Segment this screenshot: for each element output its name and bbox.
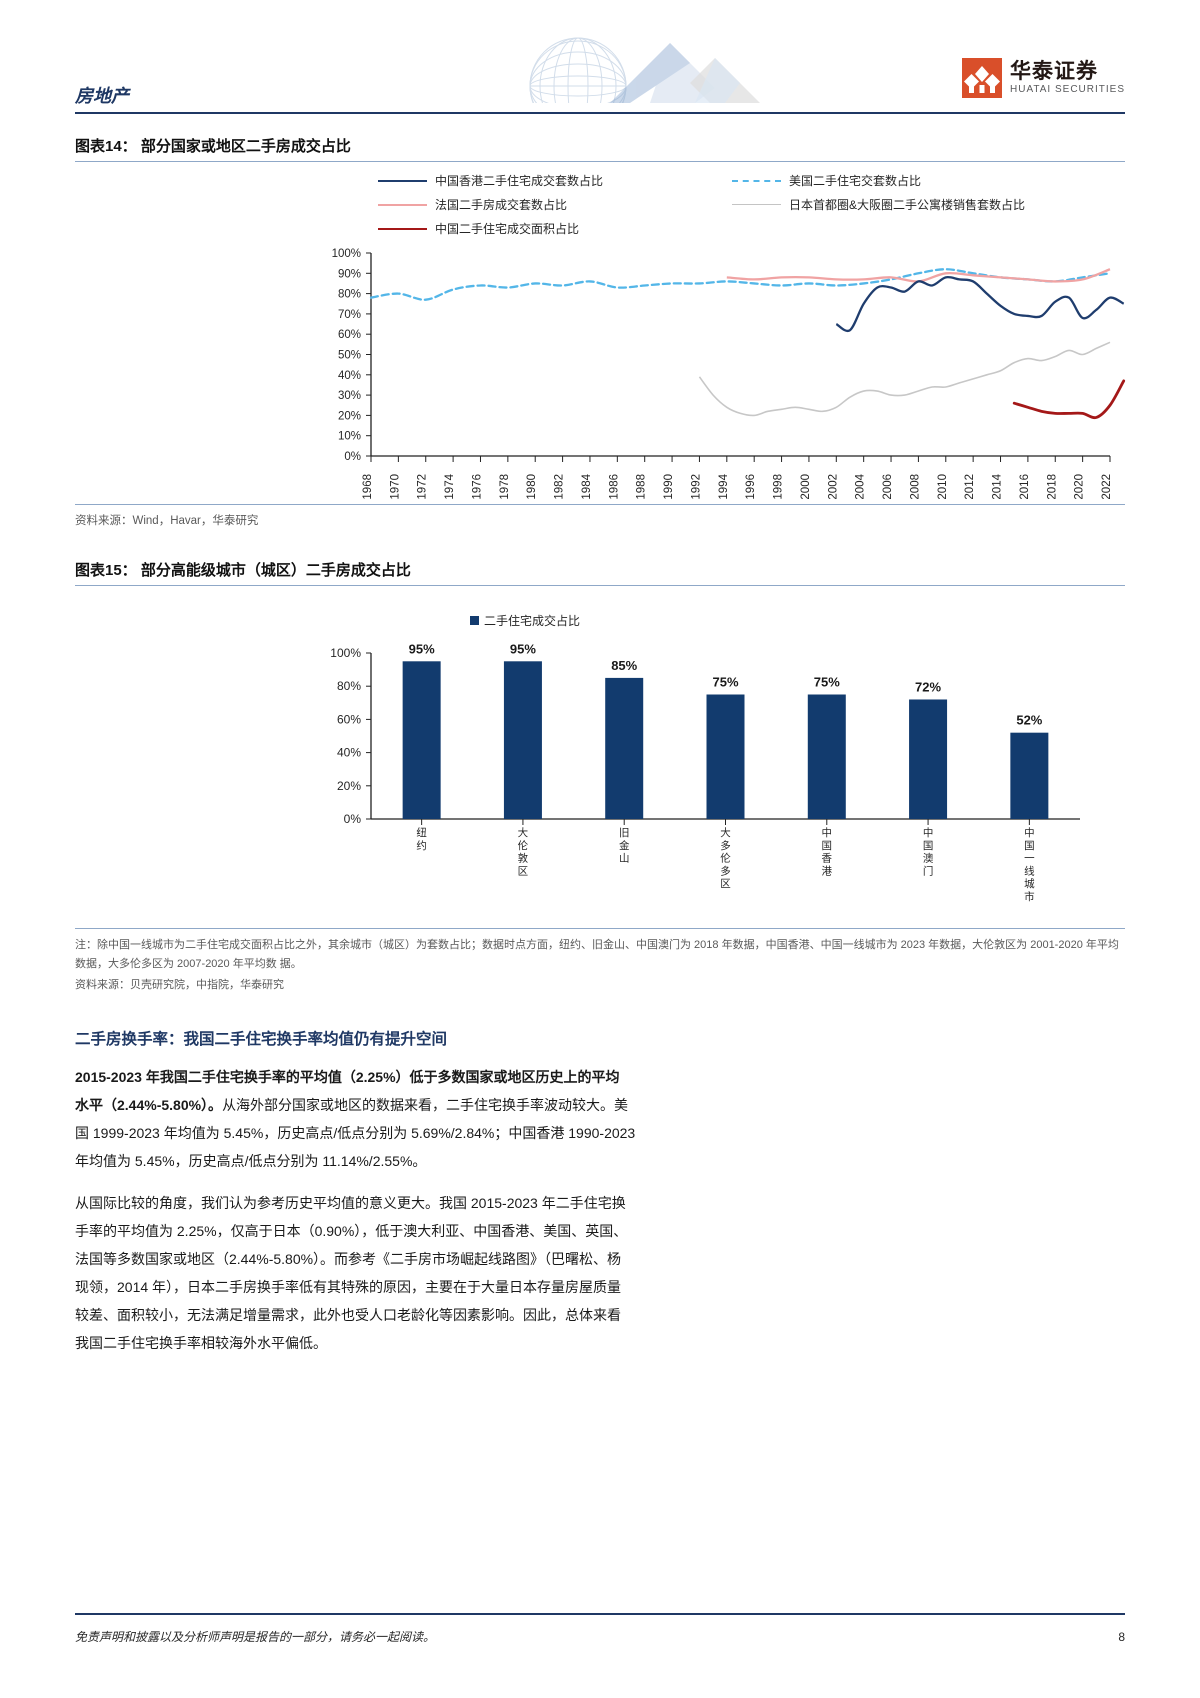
svg-text:市: 市: [1024, 890, 1035, 903]
svg-text:40%: 40%: [338, 370, 361, 382]
svg-text:85%: 85%: [611, 658, 637, 673]
svg-text:70%: 70%: [338, 309, 361, 321]
svg-text:2020: 2020: [1074, 474, 1086, 500]
svg-text:100%: 100%: [330, 646, 361, 660]
svg-text:一: 一: [1024, 853, 1035, 865]
svg-text:纽: 纽: [416, 826, 427, 839]
svg-text:2006: 2006: [882, 474, 894, 500]
svg-text:港: 港: [822, 865, 833, 877]
svg-text:80%: 80%: [338, 289, 361, 301]
svg-text:0%: 0%: [344, 812, 362, 826]
svg-text:20%: 20%: [338, 410, 361, 422]
svg-text:1972: 1972: [417, 474, 429, 500]
svg-text:1968: 1968: [362, 474, 374, 500]
svg-text:100%: 100%: [332, 248, 361, 260]
svg-text:1970: 1970: [389, 474, 401, 500]
svg-text:1988: 1988: [636, 474, 648, 500]
svg-text:约: 约: [416, 839, 427, 852]
svg-text:30%: 30%: [338, 390, 361, 402]
svg-text:75%: 75%: [712, 675, 738, 690]
svg-text:2010: 2010: [937, 474, 949, 500]
svg-text:40%: 40%: [337, 746, 361, 760]
svg-text:中: 中: [822, 826, 833, 839]
svg-text:1994: 1994: [718, 473, 730, 499]
svg-text:1982: 1982: [554, 474, 566, 500]
svg-text:线: 线: [1024, 864, 1035, 877]
svg-text:区: 区: [518, 865, 529, 877]
svg-text:90%: 90%: [338, 268, 361, 280]
svg-text:区: 区: [720, 878, 731, 890]
svg-text:72%: 72%: [915, 679, 941, 694]
svg-text:多: 多: [720, 839, 731, 852]
svg-text:1978: 1978: [499, 474, 511, 500]
svg-text:敦: 敦: [518, 852, 529, 865]
svg-text:2014: 2014: [992, 473, 1004, 499]
svg-text:20%: 20%: [337, 779, 361, 793]
svg-text:80%: 80%: [337, 679, 361, 693]
svg-text:2008: 2008: [909, 474, 921, 500]
svg-text:澳: 澳: [923, 852, 934, 865]
svg-text:95%: 95%: [409, 641, 435, 656]
svg-text:香: 香: [822, 853, 833, 865]
svg-text:60%: 60%: [337, 712, 361, 726]
svg-text:城: 城: [1024, 878, 1035, 890]
svg-text:金: 金: [619, 839, 630, 852]
svg-text:大: 大: [518, 826, 529, 839]
svg-text:2018: 2018: [1046, 474, 1058, 500]
svg-text:1976: 1976: [471, 474, 483, 500]
svg-text:2012: 2012: [964, 474, 976, 500]
svg-text:75%: 75%: [814, 675, 840, 690]
svg-text:伦: 伦: [518, 839, 529, 852]
svg-text:伦: 伦: [720, 852, 731, 865]
svg-text:95%: 95%: [510, 641, 536, 656]
svg-text:10%: 10%: [338, 431, 361, 443]
svg-text:0%: 0%: [344, 451, 361, 463]
svg-text:国: 国: [1024, 840, 1035, 852]
svg-text:60%: 60%: [338, 329, 361, 341]
svg-text:2004: 2004: [855, 473, 867, 499]
svg-text:50%: 50%: [338, 350, 361, 362]
svg-text:1980: 1980: [526, 474, 538, 500]
svg-text:门: 门: [923, 864, 934, 877]
svg-text:旧: 旧: [619, 827, 630, 839]
svg-text:1992: 1992: [690, 474, 702, 500]
svg-text:52%: 52%: [1016, 713, 1042, 728]
svg-text:1984: 1984: [581, 473, 593, 499]
svg-text:国: 国: [822, 840, 833, 852]
svg-text:2016: 2016: [1019, 474, 1031, 500]
svg-text:1986: 1986: [608, 474, 620, 500]
svg-text:2002: 2002: [827, 474, 839, 500]
svg-text:1990: 1990: [663, 474, 675, 500]
svg-text:中: 中: [1024, 826, 1035, 839]
svg-text:多: 多: [720, 864, 731, 877]
svg-text:大: 大: [720, 826, 731, 839]
svg-text:1974: 1974: [444, 473, 456, 499]
svg-text:1998: 1998: [773, 474, 785, 500]
svg-text:1996: 1996: [745, 474, 757, 500]
svg-text:中: 中: [923, 826, 934, 839]
svg-text:山: 山: [619, 853, 630, 865]
svg-text:国: 国: [923, 840, 934, 852]
svg-text:2000: 2000: [800, 474, 812, 500]
svg-text:2022: 2022: [1101, 474, 1113, 500]
